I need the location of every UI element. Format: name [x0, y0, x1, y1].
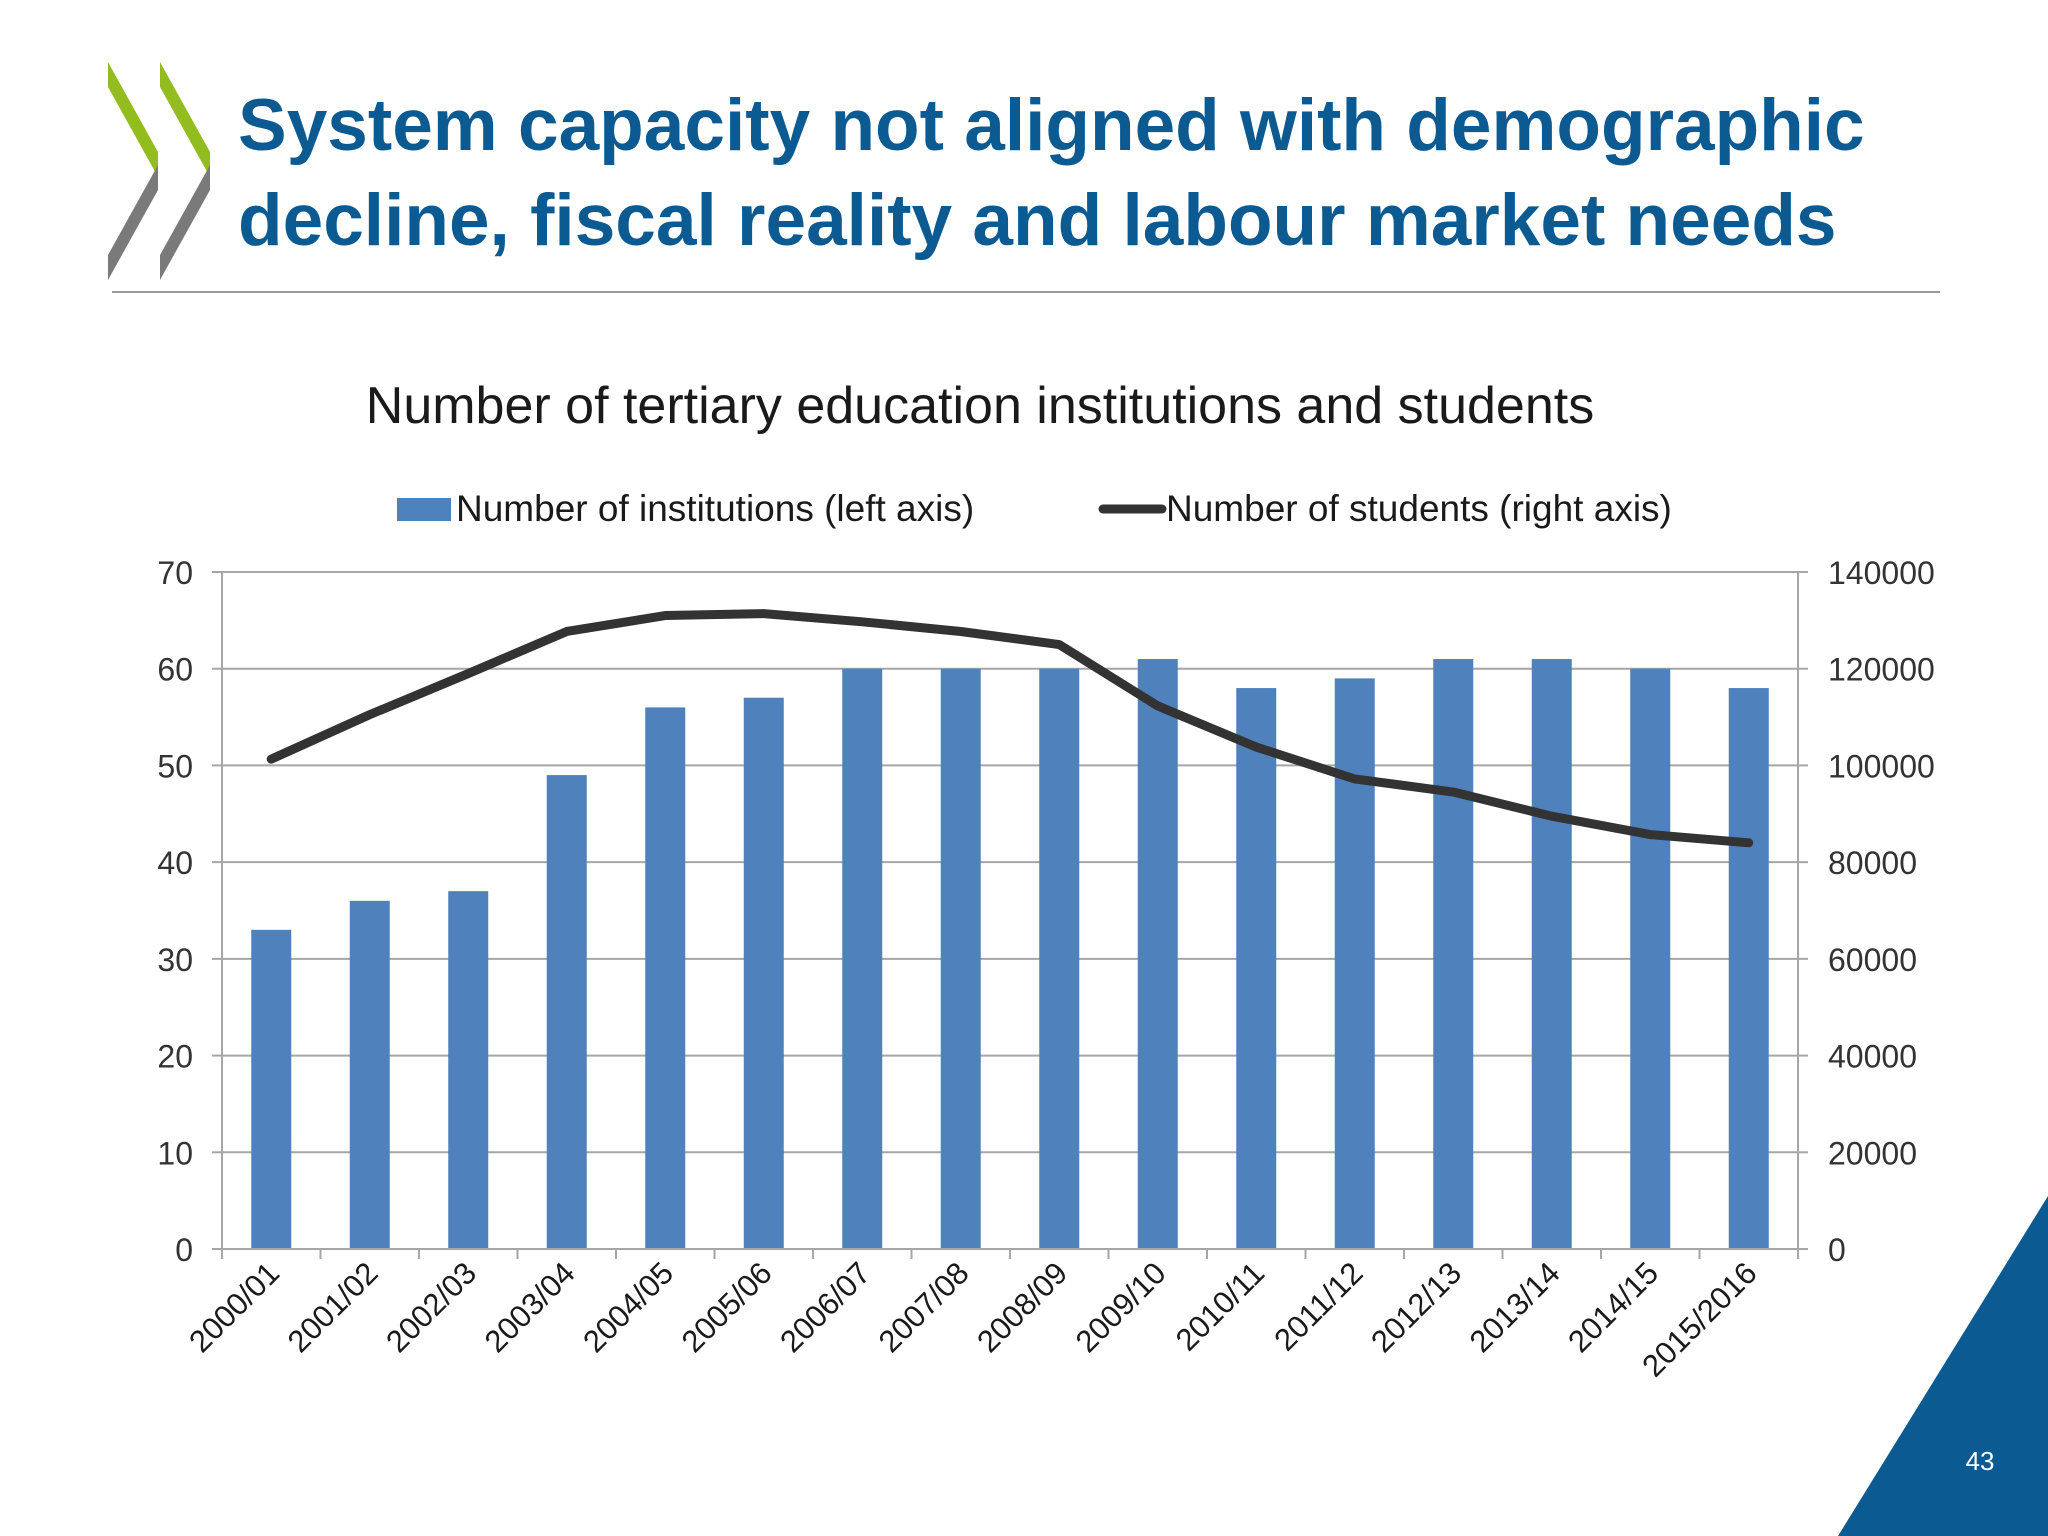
y-left-tick-label: 40: [157, 845, 193, 881]
y-left-tick-label: 10: [157, 1135, 193, 1171]
oecd-logo: [108, 62, 210, 280]
point-students: [1056, 641, 1063, 648]
corner-triangle-decoration: [1838, 1196, 2048, 1536]
point-students: [563, 628, 570, 635]
y-right-tick-label: 60000: [1828, 942, 1917, 978]
bar-institutions: [743, 697, 784, 1249]
y-left-tick-label: 20: [157, 1039, 193, 1075]
bar-institutions: [1137, 659, 1178, 1249]
logo-chevron-green-2: [160, 62, 210, 177]
x-tick-label: 2005/06: [675, 1255, 779, 1359]
x-tick-label: 2011/12: [1267, 1255, 1369, 1357]
x-tick-label: 2002/03: [379, 1255, 483, 1359]
x-tick-label: 2001/02: [281, 1255, 385, 1359]
bar-institutions: [251, 929, 292, 1249]
logo-chevron-green-1: [108, 62, 158, 177]
page-number: 43: [1965, 1446, 1995, 1476]
bar-institutions: [349, 900, 390, 1249]
point-students: [859, 618, 866, 625]
point-students: [1548, 813, 1555, 820]
legend-label-students: Number of students (right axis): [1166, 488, 1672, 529]
y-right-tick-label: 120000: [1828, 652, 1935, 688]
slide-title-line-1: System capacity not aligned with demogra…: [238, 85, 1865, 166]
point-students: [1450, 789, 1457, 796]
point-students: [957, 628, 964, 635]
y-left-tick-label: 70: [157, 555, 193, 591]
x-tick-label: 2000/01: [182, 1255, 286, 1359]
bar-institutions: [1433, 659, 1474, 1249]
slide-title-line-2: decline, fiscal reality and labour marke…: [238, 180, 1837, 261]
point-students: [1351, 775, 1358, 782]
point-students: [366, 711, 373, 718]
logo-chevron-gray-2: [160, 165, 210, 280]
legend-label-institutions: Number of institutions (left axis): [456, 488, 974, 529]
bar-institutions: [1531, 659, 1572, 1249]
bar-institutions: [448, 891, 489, 1249]
x-tick-label: 2006/07: [773, 1255, 877, 1359]
point-students: [1253, 744, 1260, 751]
x-tick-label: 2004/05: [576, 1255, 680, 1359]
point-students: [1745, 839, 1752, 846]
chart-title: Number of tertiary education institution…: [366, 377, 1594, 435]
legend-swatch-institutions: [397, 498, 451, 521]
bar-institutions: [546, 775, 587, 1249]
y-right-tick-label: 140000: [1828, 555, 1935, 591]
y-right-tick-label: 0: [1828, 1232, 1846, 1268]
y-right-tick-label: 100000: [1828, 748, 1935, 784]
y-left-tick-label: 60: [157, 652, 193, 688]
y-left-tick-label: 50: [157, 748, 193, 784]
y-right-tick-label: 80000: [1828, 845, 1917, 881]
bar-institutions: [1039, 668, 1080, 1249]
x-tick-label: 2012/13: [1364, 1255, 1468, 1359]
slide-title: System capacity not aligned with demogra…: [238, 78, 2028, 268]
point-students: [662, 612, 669, 619]
bar-institutions: [1334, 678, 1375, 1249]
bar-institutions: [940, 668, 981, 1249]
y-right-tick-label: 20000: [1828, 1135, 1917, 1171]
y-left-tick-label: 0: [175, 1232, 193, 1268]
x-tick-label: 2013/14: [1463, 1255, 1567, 1359]
y-right-tick-label: 40000: [1828, 1039, 1917, 1075]
title-divider: [112, 291, 1940, 293]
point-students: [465, 670, 472, 677]
point-students: [760, 610, 767, 617]
x-tick-label: 2007/08: [872, 1255, 976, 1359]
point-students: [1154, 702, 1161, 709]
line-students: [266, 609, 1754, 848]
x-tick-label: 2003/04: [478, 1255, 582, 1359]
bar-institutions: [842, 668, 883, 1249]
x-tick-label: 2008/09: [970, 1255, 1074, 1359]
y-left-tick-label: 30: [157, 942, 193, 978]
point-students: [1647, 831, 1654, 838]
bar-institutions: [645, 707, 686, 1249]
point-students: [268, 756, 275, 763]
logo-chevron-gray-1: [108, 165, 158, 280]
x-tick-label: 2010/11: [1169, 1255, 1271, 1357]
bar-institutions: [1728, 688, 1769, 1249]
bar-institutions: [1236, 688, 1277, 1249]
bar-institutions: [1630, 668, 1671, 1249]
x-tick-label: 2009/10: [1069, 1255, 1173, 1359]
